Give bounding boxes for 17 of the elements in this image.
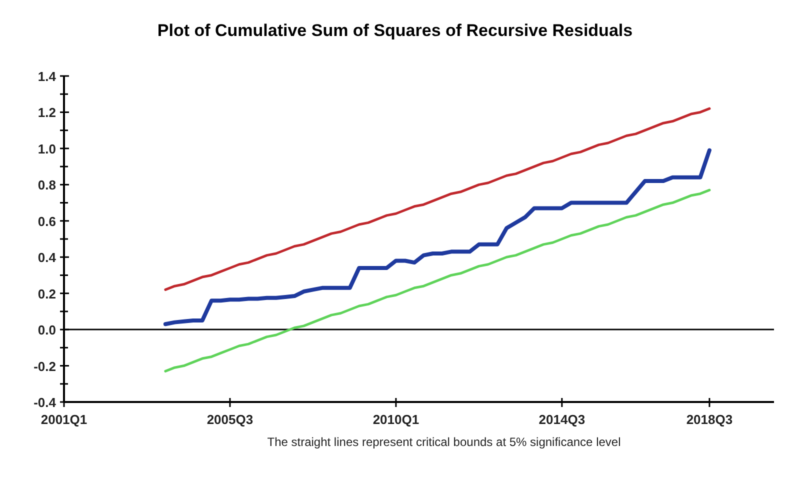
chart-title: Plot of Cumulative Sum of Squares of Recursive Residuals (157, 21, 633, 40)
y-tick-label: 0.8 (38, 178, 56, 193)
x-tick-label: 2018Q3 (686, 412, 733, 427)
y-tick-label: 0.6 (38, 214, 56, 229)
y-tick-label: 1.0 (38, 141, 56, 156)
y-tick-label: 0.2 (38, 286, 56, 302)
x-tick-label: 2014Q3 (538, 412, 586, 427)
y-tick-label: 1.2 (38, 105, 56, 120)
y-tick-label: -0.4 (34, 395, 57, 410)
y-tick-label: -0.2 (34, 358, 56, 374)
y-tick-label: 1.4 (38, 69, 57, 84)
x-tick-label: 2010Q1 (372, 412, 420, 427)
x-tick-label: 2001Q1 (40, 412, 88, 427)
text: The straight lines represent critical bounds at 5% significance level (267, 435, 621, 449)
y-tick-label: 0.4 (38, 250, 57, 266)
x-tick-label: 2005Q3 (206, 412, 254, 427)
y-tick-label: 0.0 (38, 322, 56, 338)
